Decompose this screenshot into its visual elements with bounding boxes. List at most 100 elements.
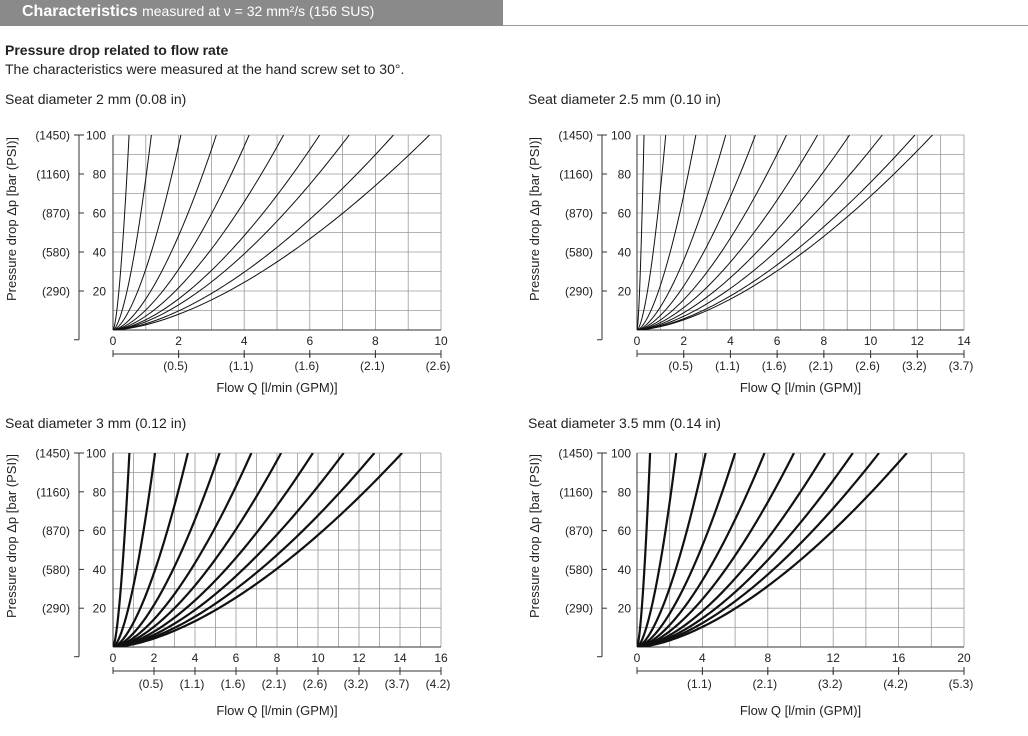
y-axis-title: Pressure drop Δp [bar (PSI)] [4, 454, 19, 618]
chart-3-title: Seat diameter 3 mm (0.12 in) [5, 415, 187, 431]
x-tick-label: 10 [311, 651, 325, 665]
series-curve-1 [113, 453, 131, 647]
y-axis-title: Pressure drop Δp [bar (PSI)] [4, 137, 19, 301]
x-tick-label: 20 [957, 651, 971, 665]
series-curve-6 [113, 453, 283, 647]
series-curve-3 [637, 453, 707, 647]
y-tick-label: 20 [618, 285, 632, 299]
y-tick-label-psi: (1160) [559, 168, 593, 182]
y-tick-label: 100 [86, 447, 106, 461]
series-curve-9 [637, 453, 880, 647]
series-curve-4 [113, 135, 217, 330]
y-tick-label-psi: (870) [565, 207, 593, 221]
series-curve-8 [113, 453, 345, 647]
series-curve-4 [637, 453, 737, 647]
x-axis-title: Flow Q [l/min (GPM)] [740, 703, 861, 718]
x-tick-label: 16 [434, 651, 448, 665]
series-curve-7 [637, 453, 826, 647]
series-curve-2 [113, 453, 157, 647]
series-group [113, 135, 430, 330]
series-curve-11 [637, 135, 933, 330]
x-tick-label: 12 [827, 651, 841, 665]
x-tick-label-gpm: (2.6) [426, 359, 451, 373]
series-group [113, 453, 403, 647]
y-tick-label: 40 [93, 246, 107, 260]
series-curve-3 [637, 135, 697, 330]
y-tick-label-psi: (870) [565, 524, 593, 538]
y-tick-label-psi: (290) [565, 285, 593, 299]
x-tick-label-gpm: (1.6) [221, 677, 246, 691]
x-tick-label-gpm: (0.5) [668, 359, 693, 373]
series-curve-1 [637, 453, 652, 647]
series-curve-10 [637, 453, 908, 647]
chart-4-title: Seat diameter 3.5 mm (0.14 in) [528, 415, 721, 431]
x-tick-label-gpm: (2.6) [855, 359, 880, 373]
x-tick-label-gpm: (0.5) [139, 677, 164, 691]
y-tick-label: 40 [618, 563, 632, 577]
y-tick-label: 100 [86, 129, 106, 143]
chart-2: 20 (290) 40 (580) 60 (870) 80 (1160) 100 (1450) 0 2… [527, 129, 973, 396]
x-tick-label: 6 [233, 651, 240, 665]
x-tick-label-gpm: (3.7) [385, 677, 410, 691]
series-curve-4 [637, 135, 727, 330]
x-tick-label: 4 [192, 651, 199, 665]
x-tick-label-gpm: (3.2) [902, 359, 927, 373]
y-tick-label: 40 [618, 246, 632, 260]
y-tick-label-psi: (1160) [559, 485, 593, 499]
y-tick-label-psi: (870) [42, 524, 70, 538]
x-tick-label: 0 [110, 651, 117, 665]
x-tick-label: 6 [774, 334, 781, 348]
series-curve-8 [637, 135, 850, 330]
x-tick-label-gpm: (3.2) [818, 677, 843, 691]
x-tick-label-gpm: (2.6) [303, 677, 328, 691]
series-curve-3 [113, 135, 182, 330]
x-tick-label: 2 [151, 651, 158, 665]
x-tick-label: 4 [727, 334, 734, 348]
x-tick-label-gpm: (1.1) [687, 677, 712, 691]
series-curve-5 [113, 135, 250, 330]
y-tick-label: 40 [93, 563, 107, 577]
series-curve-5 [637, 453, 766, 647]
y-axis-title: Pressure drop Δp [bar (PSI)] [527, 454, 542, 618]
x-tick-label-gpm: (1.1) [229, 359, 254, 373]
series-curve-2 [637, 453, 678, 647]
chart-3: 20 (290) 40 (580) 60 (870) 80 (1160) 100 (1450) 0 2… [4, 447, 450, 719]
x-tick-label: 12 [352, 651, 366, 665]
header-title: Characteristics [22, 3, 138, 20]
series-curve-9 [113, 453, 376, 647]
y-tick-label: 20 [618, 602, 632, 616]
series-curve-10 [113, 453, 403, 647]
x-tick-label-gpm: (1.1) [715, 359, 740, 373]
series-curve-4 [113, 453, 221, 647]
chart-2-title: Seat diameter 2.5 mm (0.10 in) [528, 91, 721, 107]
x-tick-label-gpm: (1.6) [762, 359, 787, 373]
y-tick-label: 60 [618, 207, 632, 221]
x-tick-label: 14 [393, 651, 407, 665]
x-tick-label-gpm: (1.6) [294, 359, 319, 373]
series-curve-1 [637, 135, 645, 330]
x-tick-label-gpm: (5.3) [949, 677, 974, 691]
y-tick-label-psi: (290) [42, 285, 70, 299]
y-tick-label-psi: (1160) [36, 168, 70, 182]
section-title: Pressure drop related to flow rate [5, 42, 229, 58]
series-curve-5 [113, 453, 253, 647]
x-tick-label-gpm: (2.1) [752, 677, 777, 691]
x-tick-label: 2 [175, 334, 182, 348]
x-tick-label-gpm: (2.1) [360, 359, 385, 373]
series-curve-5 [637, 135, 756, 330]
x-tick-label: 10 [864, 334, 878, 348]
header-divider [503, 25, 1028, 26]
x-axis-title: Flow Q [l/min (GPM)] [216, 380, 337, 395]
y-tick-label: 20 [93, 285, 107, 299]
y-tick-label-psi: (1450) [35, 129, 70, 143]
y-tick-label: 60 [93, 524, 107, 538]
series-curve-7 [113, 453, 314, 647]
series-group [637, 135, 933, 330]
x-tick-label-gpm: (2.1) [262, 677, 287, 691]
y-tick-label-psi: (580) [42, 246, 70, 260]
y-tick-label-psi: (1160) [36, 485, 70, 499]
x-tick-label: 8 [821, 334, 828, 348]
x-tick-label-gpm: (0.5) [163, 359, 188, 373]
series-curve-2 [113, 135, 152, 330]
